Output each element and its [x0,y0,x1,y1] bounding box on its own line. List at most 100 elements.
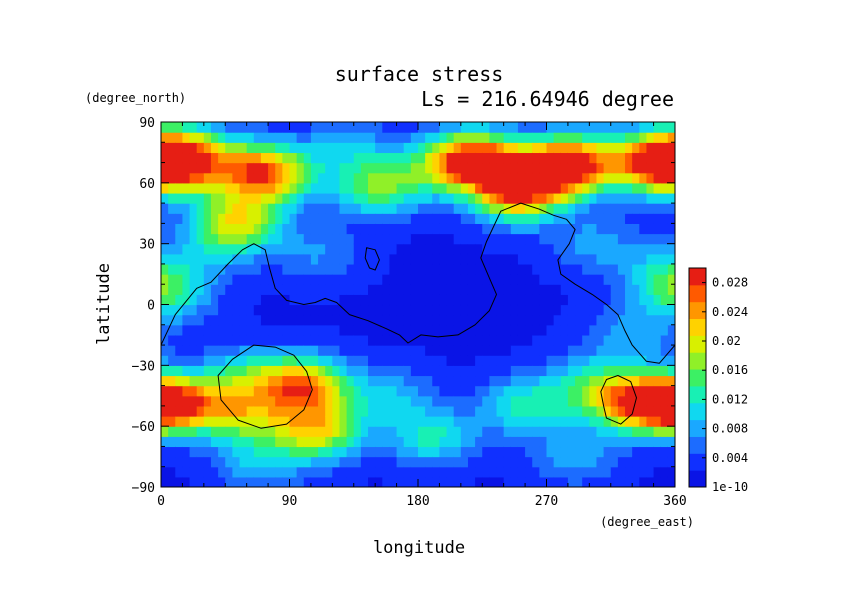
heat-cell [532,244,540,255]
heat-cell [468,274,476,285]
heat-cell [618,264,626,275]
heat-cell [211,254,219,265]
heat-cell [304,264,312,275]
heat-cell [204,467,212,478]
heat-cell [454,223,462,234]
heat-cell [168,345,176,356]
heat-cell [332,142,340,153]
heat-cell [240,234,248,245]
heat-cell [311,163,319,174]
heat-cell [182,152,190,163]
heat-cell [382,152,390,163]
heat-cell [575,375,583,386]
heat-cell [332,163,340,174]
heat-cell [232,274,240,285]
heat-cell [275,142,283,153]
heat-cell [575,305,583,316]
heat-cell [339,284,347,295]
heat-cell [354,122,362,133]
heat-cell [197,234,205,245]
heat-cell [454,244,462,255]
heat-cell [325,335,333,346]
heat-cell [547,163,555,174]
heat-cell [297,274,305,285]
heat-cell [475,305,483,316]
heat-cell [347,223,355,234]
heat-cell [589,426,597,437]
heat-cell [261,183,269,194]
heat-cell [168,254,176,265]
heat-cell [432,457,440,468]
heat-cell [168,264,176,275]
heat-cell [182,406,190,417]
heat-cell [182,254,190,265]
heat-cell [168,173,176,184]
heat-cell [454,426,462,437]
heat-cell [211,284,219,295]
heat-cell [332,396,340,407]
heat-cell [311,365,319,376]
heat-cell [539,477,547,488]
heat-cell [582,396,590,407]
heat-cell [425,426,433,437]
heat-cell [461,264,469,275]
heat-cell [646,375,654,386]
heat-cell [447,163,455,174]
heat-cell [511,426,519,437]
heat-cell [582,244,590,255]
heat-cell [554,355,562,366]
heat-cell [418,142,426,153]
heat-cell [425,274,433,285]
heat-cell [646,416,654,427]
heat-cell [389,386,397,397]
heat-cell [468,163,476,174]
heat-cell [168,163,176,174]
heat-cell [261,173,269,184]
heat-cell [247,294,255,305]
heat-cell [468,223,476,234]
heat-cell [389,193,397,204]
heat-cell [654,163,662,174]
heat-cell [554,477,562,488]
heat-cell [404,264,412,275]
heat-cell [482,406,490,417]
heat-cell [218,274,226,285]
heat-cell [468,193,476,204]
heat-cell [539,183,547,194]
heat-cell [204,416,212,427]
heat-cell [404,436,412,447]
heat-cell [290,457,298,468]
heat-cell [311,446,319,457]
heat-cell [454,446,462,457]
heat-cell [554,396,562,407]
heat-cell [354,152,362,163]
heat-cell [447,416,455,427]
heat-cell [397,446,405,457]
heat-cell [418,386,426,397]
heat-cell [447,223,455,234]
heat-cell [468,446,476,457]
heat-cell [218,183,226,194]
heat-cell [225,203,233,214]
heat-cell [232,477,240,488]
heat-cell [311,173,319,184]
heat-cell [161,477,169,488]
heat-cell [596,163,604,174]
heat-cell [668,183,676,194]
heat-cell [347,163,355,174]
heat-cell [661,142,669,153]
heat-cell [539,355,547,366]
heat-cell [218,284,226,295]
heat-cell [304,132,312,143]
heat-cell [261,477,269,488]
heat-cell [254,284,262,295]
heat-cell [561,284,569,295]
heat-cell [661,477,669,488]
heat-cell [568,446,576,457]
heat-cell [397,355,405,366]
colorbar-segment [689,319,706,336]
heat-cell [582,264,590,275]
heat-cell [254,254,262,265]
heat-cell [504,183,512,194]
